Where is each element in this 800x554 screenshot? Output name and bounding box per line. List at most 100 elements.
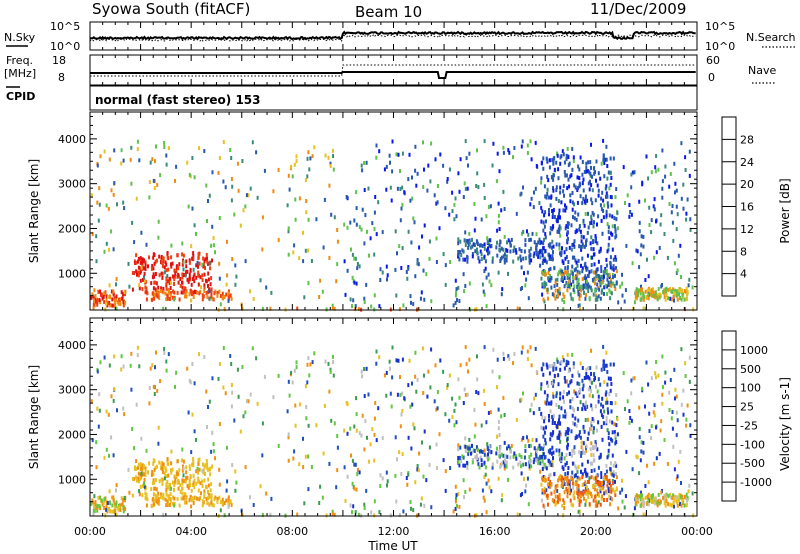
data-point (329, 161, 332, 166)
data-point (144, 266, 147, 271)
data-point (556, 425, 559, 430)
data-point (144, 290, 147, 295)
data-point (597, 259, 600, 264)
data-point (524, 462, 527, 467)
data-point (590, 389, 593, 394)
data-point (683, 289, 686, 293)
data-point (603, 174, 606, 179)
data-point (673, 504, 675, 509)
data-point (152, 266, 155, 271)
data-point (509, 455, 512, 460)
data-point (502, 247, 505, 252)
colorbar-tick-label: 25 (740, 401, 754, 414)
data-point (261, 247, 264, 252)
data-point (577, 292, 580, 297)
data-point (422, 140, 424, 145)
data-point (573, 255, 576, 260)
data-point (600, 218, 603, 223)
data-point (566, 276, 569, 280)
data-point (689, 227, 692, 232)
data-point (585, 285, 588, 290)
data-point (465, 156, 468, 161)
data-point (148, 461, 150, 466)
data-point (671, 410, 674, 414)
data-point (683, 297, 686, 302)
data-point (394, 267, 397, 272)
data-point (462, 478, 465, 483)
data-point (608, 489, 610, 494)
data-point (664, 164, 667, 169)
data-point (468, 487, 471, 492)
data-point (500, 414, 503, 419)
data-point (663, 501, 666, 506)
data-point (585, 161, 588, 166)
data-point (108, 247, 110, 252)
data-point (155, 464, 158, 469)
data-point (607, 280, 610, 285)
data-point (202, 470, 205, 475)
data-point (636, 289, 639, 294)
data-point (550, 276, 553, 281)
data-point (578, 296, 581, 301)
data-point (186, 483, 189, 488)
data-point (576, 263, 579, 268)
data-point (581, 277, 584, 281)
data-point (381, 270, 384, 275)
data-point (221, 291, 224, 296)
data-point (566, 146, 569, 151)
data-point (679, 296, 682, 300)
data-point (527, 296, 530, 301)
data-point (516, 306, 519, 311)
data-point (572, 287, 575, 292)
data-point (647, 502, 650, 507)
data-point (92, 508, 95, 513)
data-point (288, 393, 291, 398)
data-point (583, 405, 586, 410)
data-point (661, 195, 664, 200)
data-point (520, 191, 523, 196)
data-point (548, 450, 551, 455)
data-point (606, 455, 609, 460)
data-point (648, 223, 651, 227)
colorbar-tick-label: 8 (740, 245, 747, 258)
data-point (534, 186, 537, 191)
data-point (407, 383, 410, 388)
data-point (664, 174, 667, 179)
data-point (463, 495, 466, 500)
data-point (592, 247, 595, 252)
data-point (542, 258, 545, 263)
data-point (165, 368, 168, 373)
data-point (110, 495, 113, 500)
data-point (197, 264, 199, 269)
data-point (201, 479, 204, 484)
data-point (370, 510, 373, 515)
data-point (152, 272, 155, 277)
data-point (582, 196, 585, 201)
data-point (632, 306, 635, 311)
data-point (537, 240, 540, 245)
data-point (661, 392, 664, 397)
data-point (546, 174, 549, 179)
data-point (609, 388, 612, 393)
data-point (623, 299, 626, 304)
data-point (663, 232, 666, 236)
data-point (520, 464, 522, 469)
data-point (609, 484, 612, 488)
data-point (551, 381, 554, 386)
data-point (605, 263, 608, 268)
data-point (571, 470, 574, 475)
data-point (130, 181, 133, 186)
data-point (568, 273, 570, 278)
data-point (520, 350, 523, 355)
data-point (115, 488, 117, 493)
data-point (488, 449, 491, 454)
data-point (411, 196, 414, 201)
data-point (476, 377, 479, 382)
data-point (600, 496, 603, 501)
data-point (520, 397, 523, 402)
data-point (471, 244, 474, 249)
data-point (548, 371, 551, 376)
data-point (573, 422, 576, 427)
data-point (189, 289, 192, 294)
data-point (545, 282, 548, 287)
